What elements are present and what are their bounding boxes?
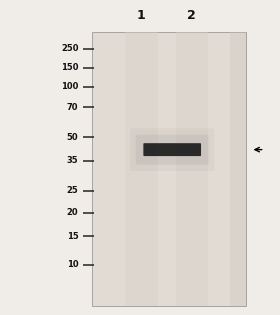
Text: 2: 2 [187,9,196,22]
Bar [92,32,246,306]
Text: 70: 70 [67,103,78,112]
Text: 35: 35 [67,156,78,165]
Text: 25: 25 [67,186,78,195]
Bar [176,32,208,306]
Text: 150: 150 [61,63,78,72]
FancyBboxPatch shape [143,143,201,156]
Text: 50: 50 [67,133,78,141]
FancyBboxPatch shape [136,135,209,164]
Text: 100: 100 [61,82,78,91]
Text: 10: 10 [67,260,78,269]
FancyBboxPatch shape [130,129,214,171]
Text: 250: 250 [61,44,78,53]
Bar [125,32,157,306]
Text: 1: 1 [137,9,146,22]
Bar [230,32,246,306]
Text: 20: 20 [67,208,78,217]
Text: 15: 15 [67,232,78,241]
